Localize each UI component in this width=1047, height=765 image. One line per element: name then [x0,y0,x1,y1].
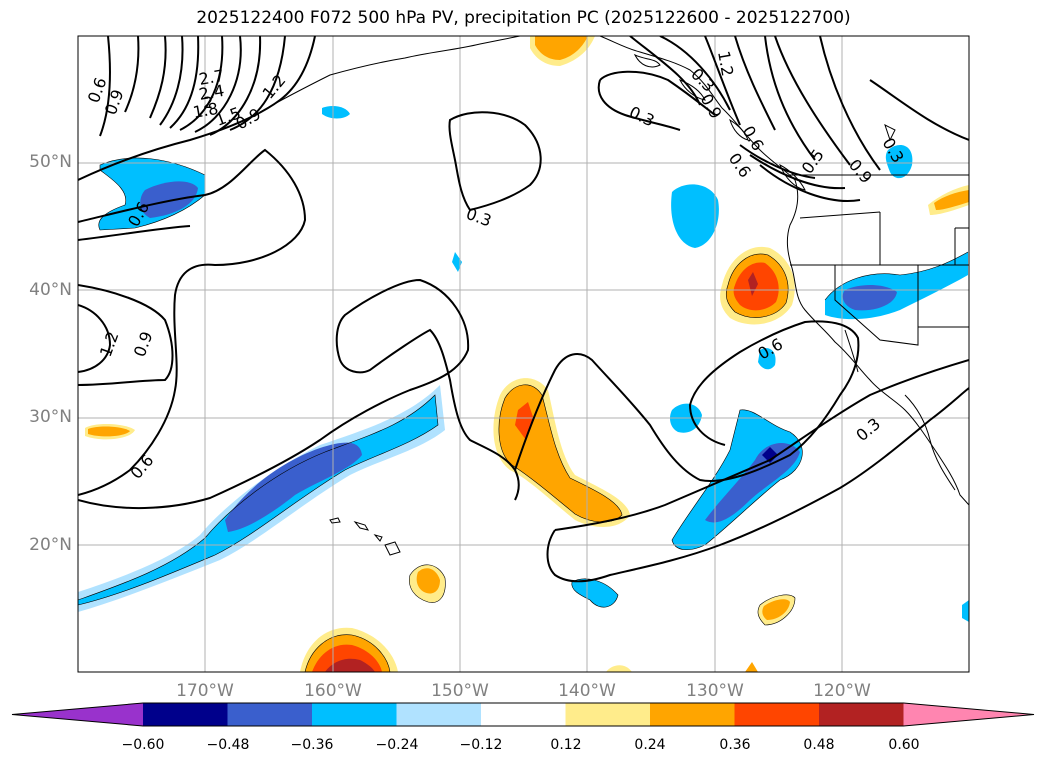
colorbar-tick-label: 0.24 [634,737,666,753]
colorbar-tick-label: −0.12 [459,737,503,753]
contour-label: 2 [203,93,213,112]
colorbar-segment [734,703,820,726]
colorbar-segment [565,703,651,726]
lon-label: 170°W [176,681,234,701]
colorbar-segment [650,703,735,726]
lat-label: 30°N [29,407,72,427]
lon-label: 140°W [558,681,616,701]
contour-label: 2.4 [197,81,225,104]
lon-label: 160°W [304,681,362,701]
lon-label: 150°W [431,681,489,701]
map-border [77,35,970,673]
colorbar-segment [819,703,904,726]
lat-label: 40°N [29,280,72,300]
lon-label: 120°W [813,681,871,701]
colorbar-tick-label: −0.48 [206,737,250,753]
coastlines [259,36,969,506]
pv-contours [78,36,969,583]
colorbar-segment [227,703,313,726]
colorbar-outline [11,702,1035,727]
lat-label: 20°N [29,535,72,555]
precip-positive-shading [85,36,969,672]
colorbar-segment [312,703,397,726]
map-title: 2025122400 F072 500 hPa PV, precipitatio… [196,8,851,28]
colorbar-tick-label: 0.48 [803,737,835,753]
colorbar [11,702,1035,727]
colorbar-tick-label: −0.24 [375,737,419,753]
colorbar-tick-label: 0.36 [719,737,751,753]
map-background [78,36,969,672]
contour-label: 1.8 [191,99,219,122]
lat-label: 50°N [29,152,72,172]
gridlines [78,36,969,672]
colorbar-tick-label: 0.60 [888,737,920,753]
colorbar-tick-label: −0.60 [121,737,165,753]
colorbar-extend-right [903,703,1034,726]
lon-label: 130°W [686,681,744,701]
contour-label: 2.7 [197,66,225,89]
colorbar-segment [143,703,228,726]
colorbar-segment [481,703,566,726]
colorbar-segment [396,703,482,726]
colorbar-tick-label: 0.12 [550,737,582,753]
contour-label: 1.2 [714,49,737,77]
colorbar-tick-label: −0.36 [290,737,334,753]
colorbar-extend-left [12,703,143,726]
